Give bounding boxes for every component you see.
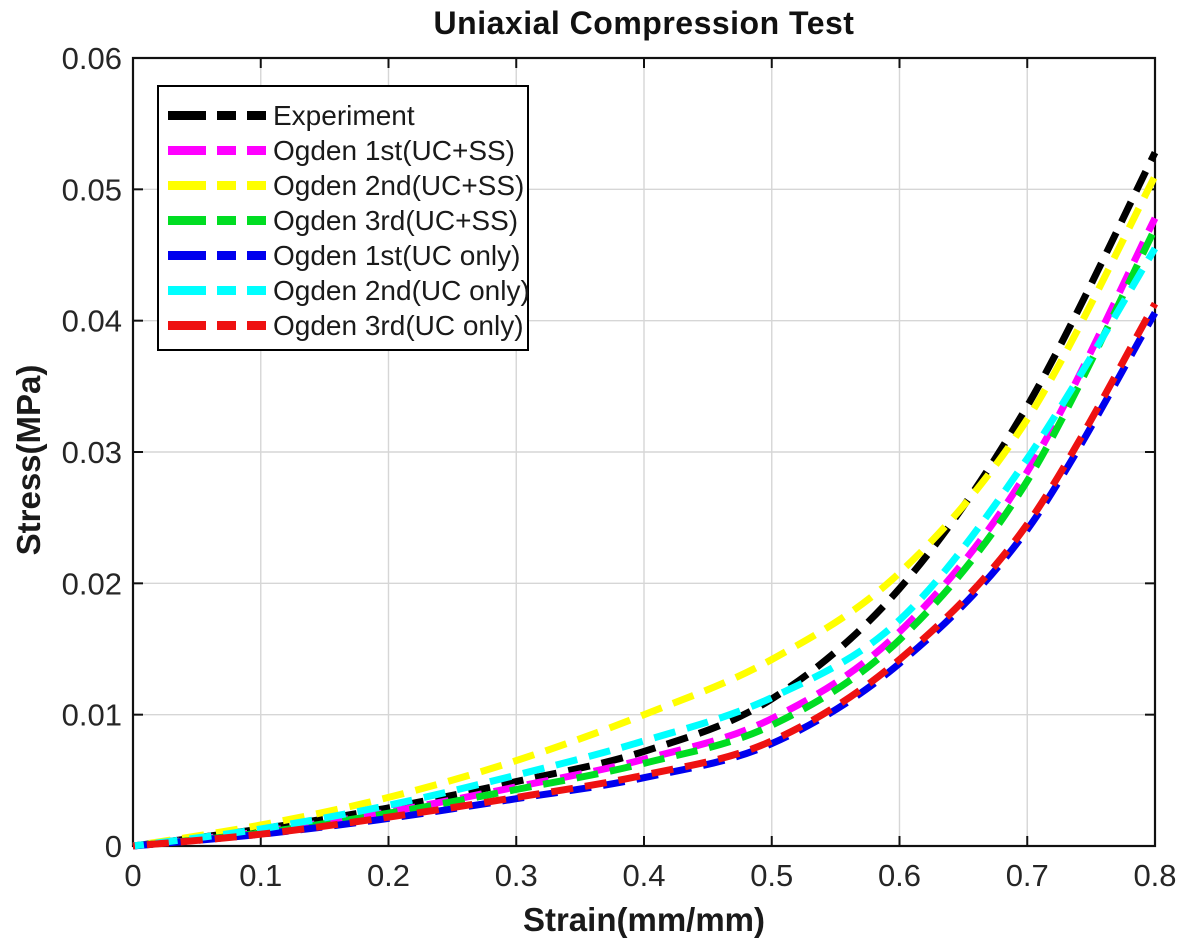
legend-line-sample (168, 146, 266, 155)
y-tick-label: 0.01 (62, 698, 122, 733)
legend-item-label: Experiment (273, 100, 415, 131)
x-axis-label: Strain(mm/mm) (522, 901, 766, 938)
legend-dash (247, 251, 266, 260)
y-tick-label: 0.05 (62, 172, 122, 207)
x-tick-label: 0.4 (622, 858, 665, 893)
legend-dash (168, 251, 206, 260)
x-tick-label: 0.1 (239, 858, 282, 893)
legend-item: Ogden 3rd(UC only) (168, 308, 527, 343)
x-tick-label: 0 (124, 858, 141, 893)
y-tick-label: 0.04 (62, 304, 122, 339)
legend-item: Ogden 2nd(UC+SS) (168, 168, 527, 203)
x-tick-label: 0.2 (367, 858, 410, 893)
legend-item-label: Ogden 3rd(UC only) (273, 310, 524, 341)
legend-dash (217, 111, 236, 120)
series-line-1 (132, 151, 1159, 850)
legend-line-sample (168, 251, 266, 260)
y-tick-label: 0.03 (62, 435, 122, 470)
y-tick-label: 0 (105, 829, 122, 864)
legend-dash (168, 146, 206, 155)
legend-item-label: Ogden 2nd(UC only) (273, 275, 530, 306)
legend-dash (168, 286, 206, 295)
legend-item: Experiment (168, 98, 527, 133)
legend-dash (247, 286, 266, 295)
y-tick-label: 0.02 (62, 566, 122, 601)
legend-dash (168, 111, 206, 120)
legend-item: Ogden 2nd(UC only) (168, 273, 530, 308)
chart-title: Uniaxial Compression Test (433, 5, 855, 41)
legend-dash (217, 181, 236, 190)
series-line-7 (132, 301, 1159, 850)
legend-line-sample (168, 216, 266, 225)
legend-item-label: Ogden 1st(UC only) (273, 240, 521, 271)
legend-dash (217, 286, 236, 295)
x-tick-label: 0.8 (1133, 858, 1176, 893)
legend-item-label: Ogden 1st(UC+SS) (273, 135, 515, 166)
y-tick-label: 0.06 (62, 41, 122, 76)
y-axis-label: Stress(MPa) (10, 364, 47, 556)
legend-dash (217, 321, 236, 330)
legend-line-sample (168, 181, 266, 190)
legend-dash (168, 321, 206, 330)
legend-line-sample (168, 321, 266, 330)
legend-item: Ogden 1st(UC only) (168, 238, 527, 273)
legend-item-label: Ogden 3rd(UC+SS) (273, 205, 519, 236)
legend-line-sample (168, 111, 266, 120)
legend-item: Ogden 3rd(UC+SS) (168, 203, 527, 238)
legend: Experiment Ogden 1st(UC+SS) Ogden 2nd(UC+S… (157, 85, 530, 351)
legend-dash (247, 321, 266, 330)
legend-dash (247, 216, 266, 225)
legend-dash (217, 216, 236, 225)
legend-dash (247, 146, 266, 155)
legend-dash (247, 111, 266, 120)
legend-dash (168, 181, 206, 190)
legend-item: Ogden 1st(UC+SS) (168, 133, 527, 168)
legend-dash (247, 181, 266, 190)
legend-dash (217, 146, 236, 155)
legend-dash (168, 216, 206, 225)
legend-dash (217, 251, 236, 260)
legend-item-label: Ogden 2nd(UC+SS) (273, 170, 525, 201)
x-tick-label: 0.5 (750, 858, 793, 893)
x-tick-label: 0.6 (878, 858, 921, 893)
series-line-3 (132, 174, 1159, 850)
legend-line-sample (168, 286, 266, 295)
x-tick-label: 0.7 (1006, 858, 1049, 893)
x-tick-label: 0.3 (495, 858, 538, 893)
